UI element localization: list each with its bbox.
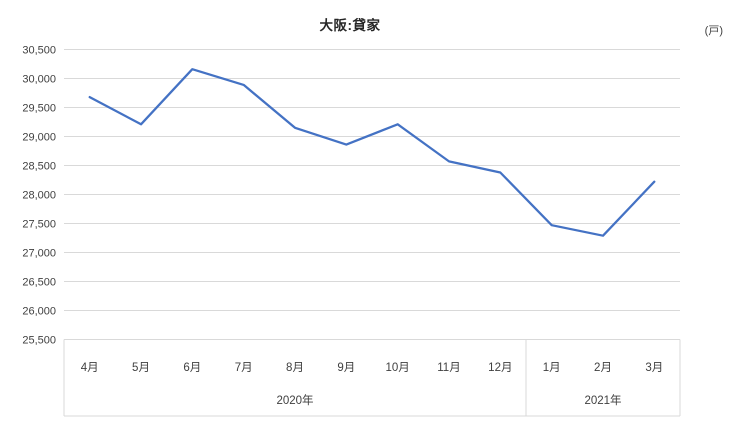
y-tick-label: 30,000 [22, 74, 56, 86]
y-tick-label: 27,000 [22, 248, 56, 260]
year-label: 2021年 [584, 393, 621, 407]
month-label: 7月 [235, 362, 253, 374]
y-tick-label: 26,000 [22, 306, 56, 318]
month-label: 1月 [543, 362, 561, 374]
y-tick-label: 28,000 [22, 190, 56, 202]
y-tick-label: 30,500 [22, 45, 56, 57]
chart-title: 大阪:貸家 [319, 18, 381, 33]
month-label: 9月 [337, 362, 355, 374]
year-label: 2020年 [276, 393, 313, 407]
month-label: 10月 [386, 362, 410, 374]
y-tick-label: 29,500 [22, 103, 56, 115]
y-tick-label: 29,000 [22, 132, 56, 144]
month-label: 2月 [594, 362, 612, 374]
series-line [88, 68, 656, 237]
y-tick-label: 26,500 [22, 277, 56, 289]
month-label: 5月 [132, 362, 150, 374]
month-label: 6月 [183, 362, 201, 374]
month-label: 4月 [81, 362, 99, 374]
month-label: 3月 [645, 362, 663, 374]
y-tick-label: 27,500 [22, 219, 56, 231]
unit-label: (戸) [704, 25, 723, 37]
y-tick-label: 28,500 [22, 161, 56, 173]
month-label: 11月 [437, 362, 460, 374]
month-label: 8月 [286, 362, 304, 374]
month-label: 12月 [488, 362, 512, 374]
y-tick-label: 25,500 [22, 335, 56, 347]
